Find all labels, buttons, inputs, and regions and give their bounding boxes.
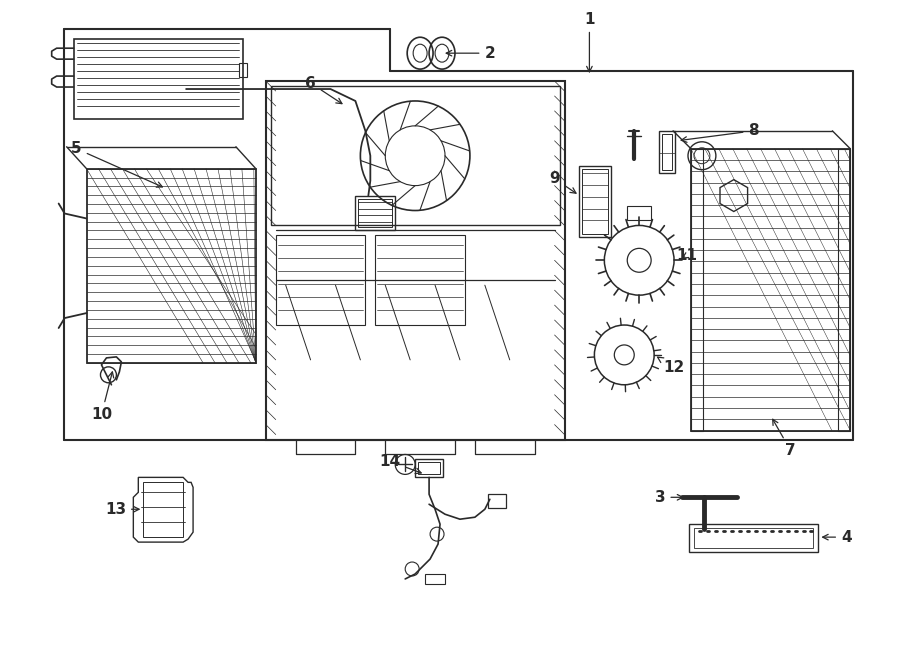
Bar [580,166,611,237]
Text: 4: 4 [823,529,851,545]
Bar [689,524,818,552]
Text: 2: 2 [446,46,495,61]
Text: 7: 7 [773,419,796,458]
Text: 13: 13 [104,502,140,517]
Text: 8: 8 [681,124,759,142]
Text: 1: 1 [584,12,595,72]
Bar [143,483,183,537]
Text: 9: 9 [549,171,576,193]
Text: 5: 5 [71,141,162,187]
Bar [488,494,506,508]
Text: 12: 12 [658,357,685,375]
Text: 6: 6 [305,75,342,104]
Text: 11: 11 [677,248,698,263]
Bar [74,39,243,119]
Bar [266,81,564,440]
Bar [627,206,652,221]
Bar [839,149,850,430]
Bar [582,169,608,235]
Text: 10: 10 [91,372,113,422]
Text: 3: 3 [655,490,683,505]
Bar [418,463,440,475]
Bar [691,149,703,430]
Bar [238,63,247,77]
Bar [415,459,443,477]
Bar [375,235,465,325]
Text: 14: 14 [380,454,421,474]
Bar [86,169,256,363]
Bar [691,149,850,430]
Bar [356,196,395,231]
Bar [271,86,560,225]
Bar [358,198,392,227]
Bar [275,235,365,325]
Bar [662,134,672,170]
Bar [694,528,814,548]
Bar [659,131,675,173]
Bar [425,574,445,584]
